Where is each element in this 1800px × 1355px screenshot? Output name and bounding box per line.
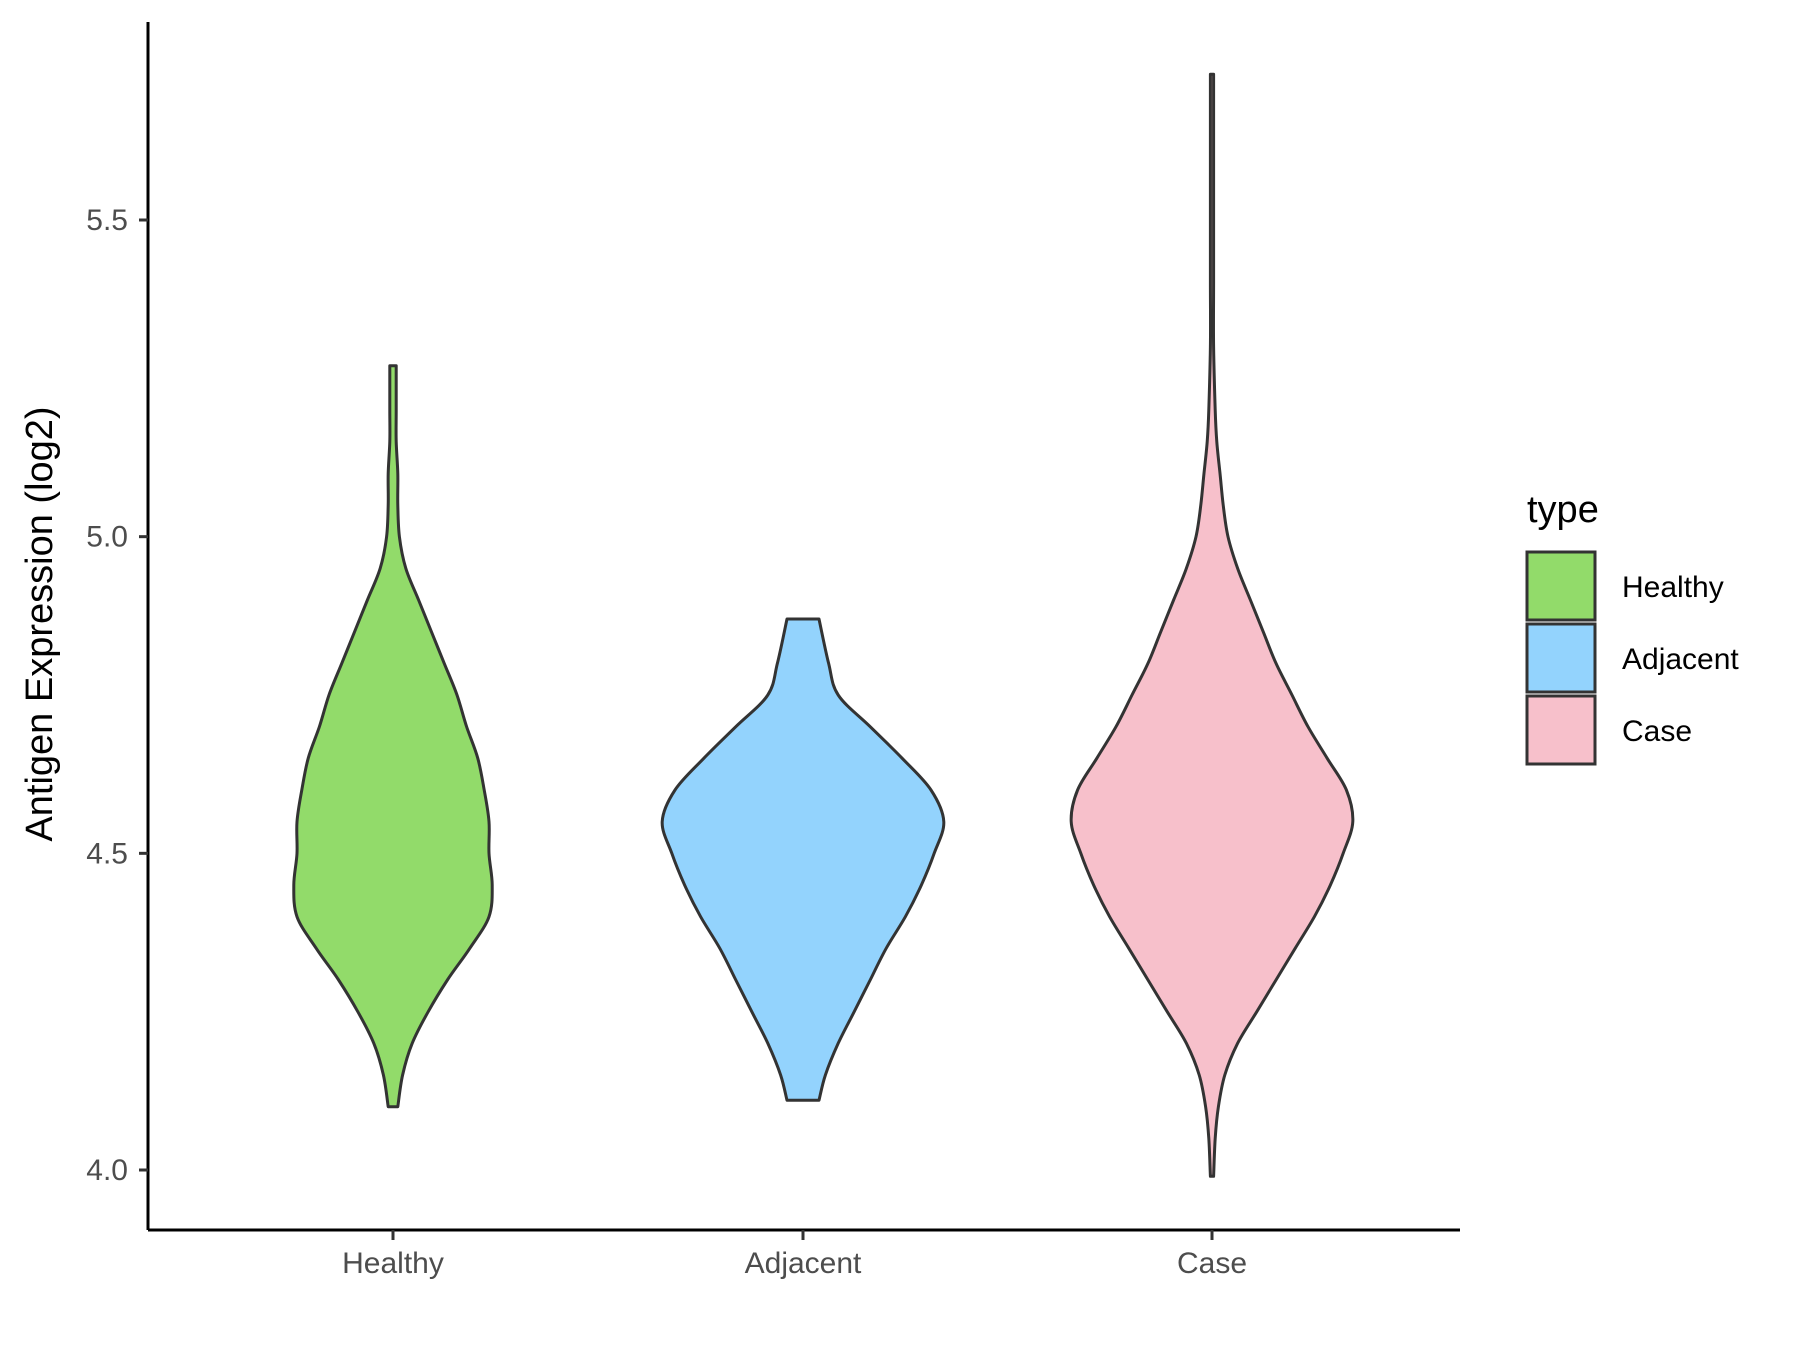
legend: type Healthy Adjacent Case xyxy=(1525,489,1739,766)
legend-swatch-healthy xyxy=(1525,550,1597,622)
violin-healthy xyxy=(292,364,494,1109)
y-axis-title: Antigen Expression (log2) xyxy=(19,406,61,841)
x-tick-label: Healthy xyxy=(342,1247,444,1280)
y-tick-label: 4.5 xyxy=(86,837,128,870)
legend-swatch-adjacent xyxy=(1525,622,1597,694)
x-tick-label: Case xyxy=(1177,1247,1247,1280)
x-tick-label: Adjacent xyxy=(745,1247,862,1280)
legend-label-case: Case xyxy=(1622,715,1692,748)
y-tick-label: 5.0 xyxy=(86,521,128,554)
legend-label-healthy: Healthy xyxy=(1622,571,1724,604)
violin-case xyxy=(1069,72,1355,1178)
legend-swatch-case xyxy=(1525,694,1597,766)
y-tick-label: 5.5 xyxy=(86,204,128,237)
legend-title: type xyxy=(1527,489,1599,531)
y-ticks-group: 4.0 4.5 5.0 5.5 xyxy=(86,204,148,1187)
x-ticks-group: Healthy Adjacent Case xyxy=(342,1230,1247,1280)
y-tick-label: 4.0 xyxy=(86,1154,128,1187)
violin-adjacent xyxy=(660,617,946,1102)
legend-label-adjacent: Adjacent xyxy=(1622,643,1739,676)
violins-group xyxy=(292,72,1355,1178)
